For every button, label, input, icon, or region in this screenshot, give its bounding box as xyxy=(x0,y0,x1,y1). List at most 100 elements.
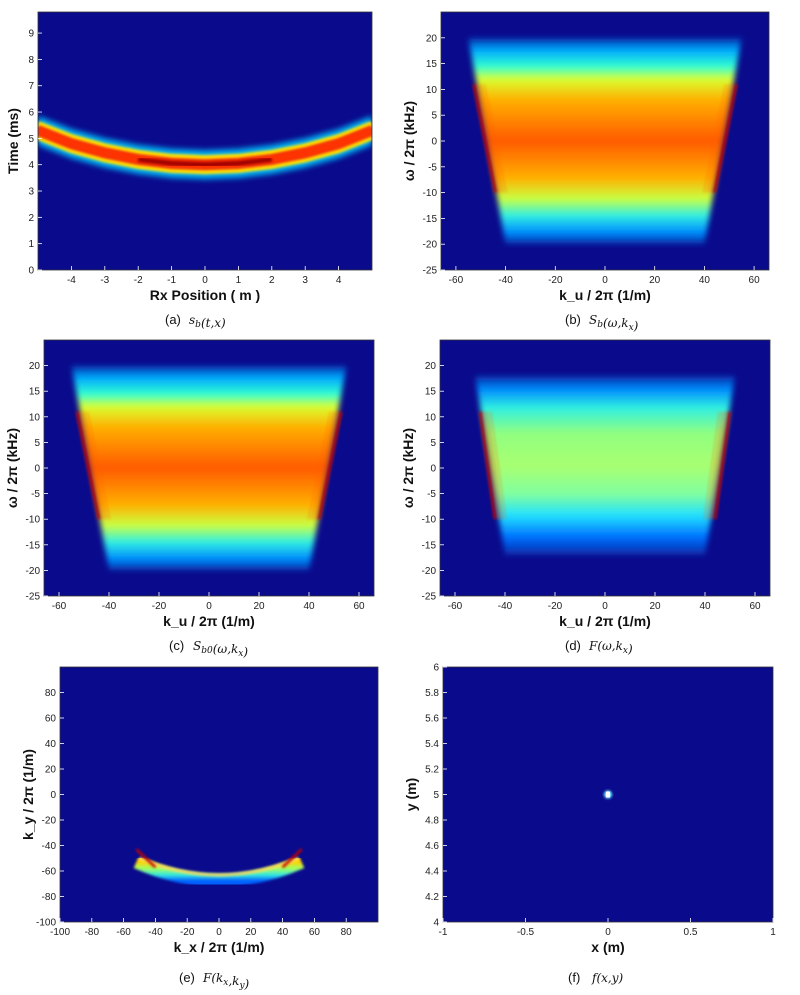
edge-left xyxy=(476,84,500,193)
panel-d: -60 -40 -20 0 20 40 60-25-20-15-10-505101520k_… xyxy=(400,339,771,656)
y-tick-label: 6 xyxy=(433,663,439,674)
x-tick-label: -40 xyxy=(148,927,163,938)
edge-left xyxy=(83,411,107,520)
x-tick-label: 0 xyxy=(202,275,208,286)
x-tick-label: -4 xyxy=(67,275,76,286)
x-tick-label: -60 xyxy=(448,601,463,612)
x-tick-label: -60 xyxy=(52,601,67,612)
y-tick-label: -10 xyxy=(423,188,438,199)
y-tick-label: 10 xyxy=(29,412,41,423)
curve-lower xyxy=(38,134,372,175)
edge-right xyxy=(706,84,730,193)
edge-left xyxy=(489,411,507,520)
edge-left xyxy=(482,411,500,520)
x-tick-label: 3 xyxy=(302,275,308,286)
y-tick-label: 40 xyxy=(45,739,57,750)
x-tick-label: 60 xyxy=(309,927,321,938)
y-tick-label: 4.6 xyxy=(425,841,439,852)
panel-a: -4 -3 -2 -1 0 1 2 3 4 0 1 2 3 4 5 6 7 8 9 Rx Position ( m )… xyxy=(5,11,373,330)
x-tick-label: -40 xyxy=(498,601,513,612)
x-tick-label: -40 xyxy=(102,601,117,612)
curve-peak xyxy=(137,156,273,168)
y-tick-label: 15 xyxy=(426,59,438,70)
y-tick-label: 5 xyxy=(433,790,439,801)
y-tick-label: 4 xyxy=(433,918,439,929)
arc-edge-right xyxy=(281,848,303,869)
x-tick-label: -20 xyxy=(548,601,563,612)
y-tick-label: -20 xyxy=(42,816,57,827)
y-tick-label: 3 xyxy=(28,187,34,198)
y-tick-label: 80 xyxy=(45,688,57,699)
arc-edge-left xyxy=(135,848,157,869)
y-tick-label: -10 xyxy=(26,515,41,526)
target-core xyxy=(606,791,610,798)
x-tick-label: 20 xyxy=(649,601,661,612)
y-tick-label: -20 xyxy=(423,240,438,251)
y-axis-label: Time (ms) xyxy=(5,108,21,174)
panel-b: -60 -40 -20 0 20 40 60-25-20-15-10-505101520k_… xyxy=(401,11,770,333)
x-tick-label: -100 xyxy=(50,927,70,938)
spectrum-region xyxy=(468,37,742,245)
heatmap-b xyxy=(468,37,742,245)
y-tick-label: 5.6 xyxy=(425,714,439,725)
y-tick-label: 20 xyxy=(45,765,57,776)
y-tick-label: 0 xyxy=(431,137,437,148)
y-tick-label: -10 xyxy=(422,515,437,526)
y-tick-label: 8 xyxy=(28,55,34,66)
heatmap-d xyxy=(475,375,735,556)
x-tick-label: -20 xyxy=(548,275,563,286)
y-tick-label: 9 xyxy=(28,29,34,40)
y-tick-label: 5.8 xyxy=(425,688,439,699)
y-tick-label: 15 xyxy=(29,387,41,398)
heatmap-a xyxy=(38,115,372,180)
x-tick-label: -40 xyxy=(498,275,513,286)
y-tick-label: -25 xyxy=(423,266,438,277)
x-tick-label: 1 xyxy=(770,927,776,938)
edge-right xyxy=(710,411,728,520)
curve-upper xyxy=(38,121,372,162)
x-tick-label: 2 xyxy=(269,275,275,286)
y-tick-label: -5 xyxy=(428,162,437,173)
edge-left xyxy=(86,411,111,520)
caption-math: sb(t,x) xyxy=(189,313,226,330)
y-tick-label: 15 xyxy=(425,387,437,398)
edge-right xyxy=(712,83,738,193)
x-axis-label: k_u / 2π (1/m) xyxy=(559,287,651,303)
caption-math: Sb0(ω,kx) xyxy=(193,639,248,659)
x-tick-label: 0 xyxy=(602,601,608,612)
caption-letter: (f) xyxy=(568,970,580,985)
y-tick-label: -100 xyxy=(36,918,56,929)
edge-left xyxy=(486,411,503,520)
panel-c: -60 -40 -20 0 20 40 60-25-20-15-10-505101520k_… xyxy=(4,339,375,659)
y-tick-label: -25 xyxy=(26,592,41,603)
y-tick-label: 20 xyxy=(425,361,437,372)
x-tick-label: 0 xyxy=(216,927,222,938)
y-tick-label: -15 xyxy=(423,214,438,225)
x-tick-label: 4 xyxy=(336,275,342,286)
caption-math: Sb(ω,kx) xyxy=(589,313,639,333)
edge-right xyxy=(314,411,339,520)
edge-left xyxy=(79,411,104,520)
x-tick-label: -2 xyxy=(134,275,143,286)
y-tick-label: -15 xyxy=(26,540,41,551)
edge-left xyxy=(478,411,497,520)
heatmap-f xyxy=(601,787,615,802)
y-tick-label: 6 xyxy=(28,108,34,119)
y-tick-label: 5 xyxy=(431,111,437,122)
x-tick-label: -60 xyxy=(449,275,464,286)
y-tick-label: 4.8 xyxy=(425,816,439,827)
y-tick-label: -5 xyxy=(427,489,436,500)
x-tick-label: 80 xyxy=(341,927,353,938)
caption-letter: (e) xyxy=(179,970,195,985)
edge-left xyxy=(480,84,504,193)
edge-left xyxy=(483,84,507,193)
edge-left xyxy=(472,83,498,193)
y-tick-label: 20 xyxy=(29,361,41,372)
k-space-arc xyxy=(133,856,305,888)
x-tick-label: 0.5 xyxy=(684,927,698,938)
x-tick-label: 20 xyxy=(649,275,661,286)
x-tick-label: -0.5 xyxy=(517,927,535,938)
x-axis-label: k_x / 2π (1/m) xyxy=(174,939,265,955)
y-tick-label: -25 xyxy=(422,592,437,603)
x-axis-label: Rx Position ( m ) xyxy=(150,287,260,303)
